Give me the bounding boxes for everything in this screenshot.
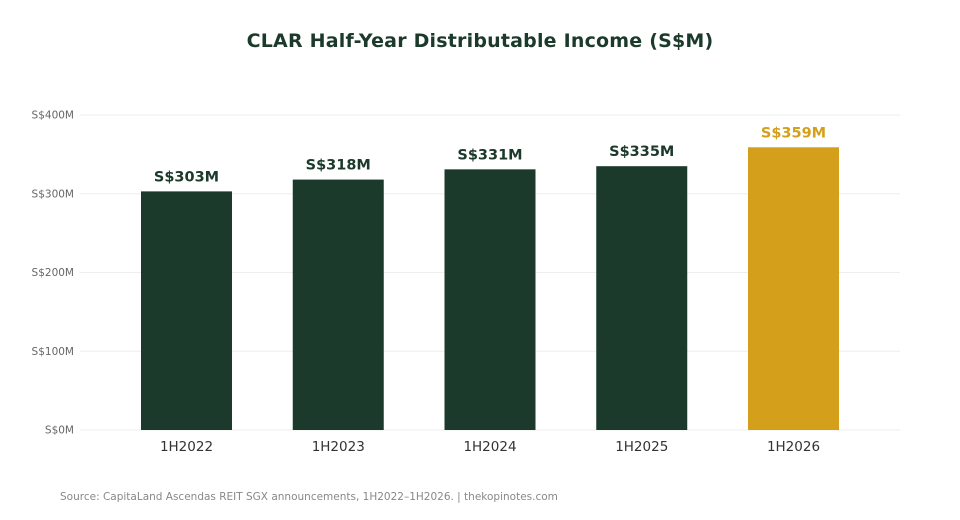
x-tick-label: 1H2022: [160, 439, 213, 455]
bar-1h2022: [141, 191, 232, 430]
x-tick-label: 1H2023: [312, 439, 365, 455]
data-label: S$331M: [457, 147, 522, 163]
data-label: S$318M: [306, 158, 371, 174]
y-tick-label: S$300M: [32, 188, 74, 200]
chart-title: CLAR Half-Year Distributable Income (S$M…: [246, 30, 714, 52]
bar-1h2025: [596, 166, 688, 430]
x-tick-label: 1H2026: [767, 439, 820, 455]
y-tick-label: S$400M: [32, 110, 74, 122]
bar-1h2026: [748, 147, 839, 430]
data-label: S$359M: [761, 125, 826, 141]
bar-1h2023: [292, 179, 384, 430]
data-label: S$335M: [609, 144, 674, 160]
y-tick-label: S$200M: [32, 267, 74, 279]
y-tick-label: S$100M: [32, 346, 74, 358]
source-note: Source: CapitaLand Ascendas REIT SGX ann…: [60, 491, 558, 503]
bar-1h2024: [444, 169, 536, 430]
y-tick-label: S$0M: [45, 425, 74, 437]
x-tick-label: 1H2025: [615, 439, 668, 455]
data-label: S$303M: [154, 169, 219, 185]
x-tick-label: 1H2024: [463, 439, 516, 455]
